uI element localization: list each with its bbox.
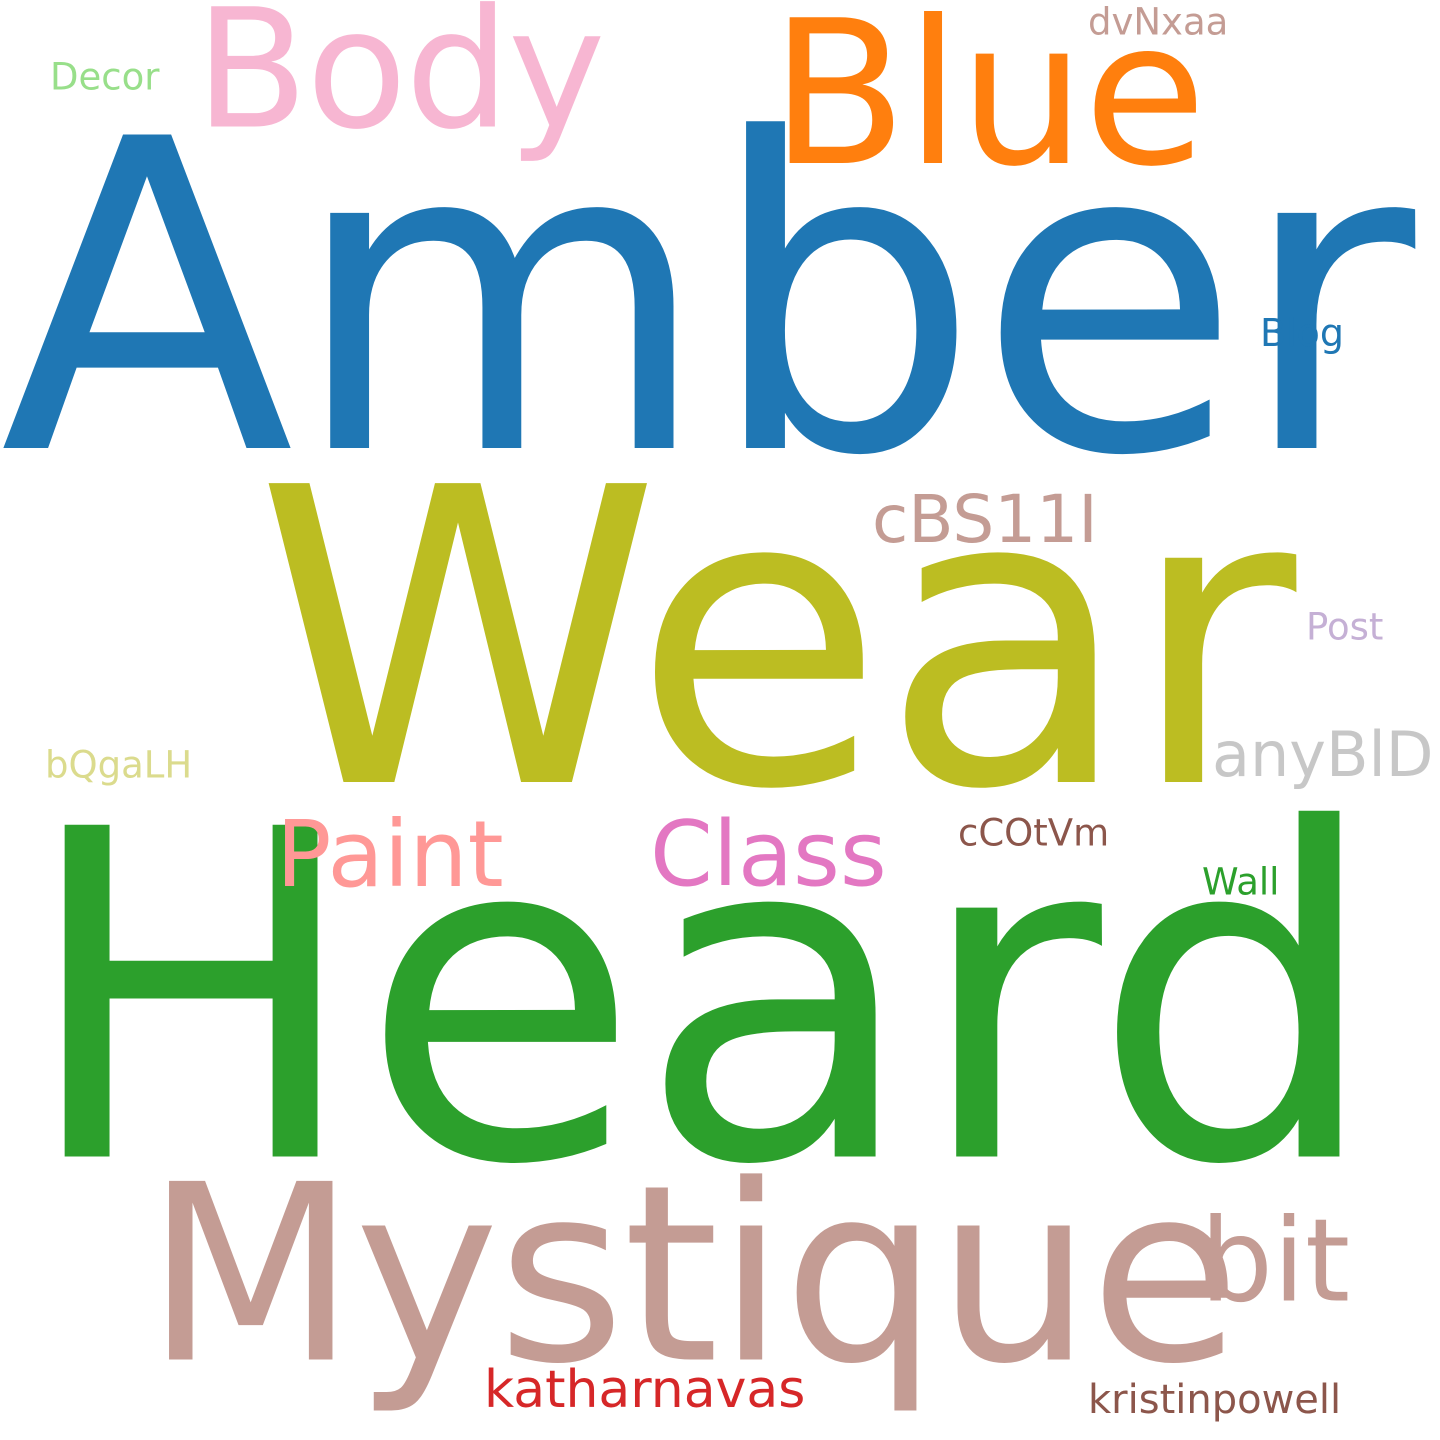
- word-bqgalh: bQgaLH: [45, 743, 193, 787]
- word-heard: Heard: [20, 735, 1381, 1265]
- word-wall: Wall: [1202, 860, 1280, 904]
- word-kristinpowell: kristinpowell: [1088, 1377, 1342, 1423]
- word-paint: Paint: [276, 801, 504, 908]
- word-katharnavas: katharnavas: [484, 1360, 806, 1420]
- word-ccotvm: cCOtVm: [958, 811, 1110, 855]
- word-class: Class: [650, 802, 887, 907]
- word-wear: Wear: [255, 401, 1296, 879]
- word-bit: bit: [1200, 1194, 1351, 1329]
- word-blog: Blog: [1260, 311, 1344, 355]
- word-anybld: anyBlD: [1212, 718, 1434, 791]
- word-cbs11i: cBS11I: [872, 481, 1098, 558]
- word-dvnxaa: dvNxaa: [1088, 0, 1229, 44]
- word-blue: Blue: [770, 0, 1207, 211]
- word-decor: Decor: [50, 55, 160, 99]
- word-amber: Amber: [0, 50, 1415, 550]
- word-body: Body: [195, 0, 606, 166]
- word-mystique: Mystique: [145, 1132, 1241, 1418]
- word-post: Post: [1306, 605, 1384, 649]
